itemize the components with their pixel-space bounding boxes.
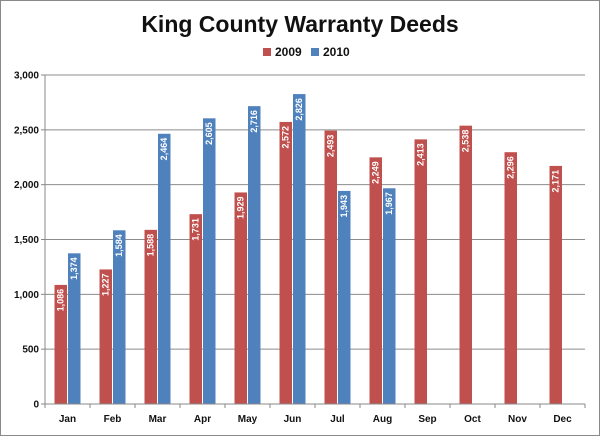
bar-data-label: 1,227 xyxy=(101,273,111,296)
bar-2010-apr xyxy=(203,118,216,405)
y-tick-label: 2,000 xyxy=(14,180,39,191)
bar-data-label: 2,493 xyxy=(326,135,336,158)
axes xyxy=(41,74,586,408)
y-tick-label: 0 xyxy=(33,400,39,411)
bar-2009-sep xyxy=(414,139,427,404)
bar-2009-jan xyxy=(54,284,67,404)
bar-data-label: 2,605 xyxy=(204,122,214,145)
y-tick-label: 2,500 xyxy=(14,125,39,136)
bar-data-label: 2,413 xyxy=(416,143,426,166)
bar-data-label: 1,086 xyxy=(56,289,66,312)
bar-data-label: 2,716 xyxy=(249,110,259,133)
bar-data-label: 2,464 xyxy=(159,138,169,161)
y-axis-tick-labels: 0 500 1,000 1,500 2,000 2,500 3,000 xyxy=(14,71,39,411)
legend-label-2009: 2009 xyxy=(275,45,302,59)
y-tick-label: 1,000 xyxy=(14,290,39,301)
x-tick-label: Feb xyxy=(104,414,122,425)
bar-2010-jan xyxy=(68,253,81,404)
legend-label-2010: 2010 xyxy=(323,45,350,59)
bar-2010-jun xyxy=(293,94,306,404)
bar-2009-apr xyxy=(189,214,202,404)
bar-data-label: 2,296 xyxy=(506,156,516,179)
x-tick-label: Jan xyxy=(59,414,76,425)
gridlines xyxy=(45,74,585,350)
bar-2009-feb xyxy=(99,269,112,404)
legend-swatch-2010 xyxy=(311,48,319,56)
bar-2010-jul xyxy=(338,190,351,404)
y-tick-label: 500 xyxy=(22,345,39,356)
bar-data-label: 2,249 xyxy=(371,161,381,184)
legend: 2009 2010 xyxy=(263,45,350,59)
x-tick-label: Dec xyxy=(553,414,572,425)
x-tick-label: Sep xyxy=(418,414,436,425)
x-tick-label: Apr xyxy=(194,414,211,425)
bar-2010-feb xyxy=(113,230,126,404)
bar-data-label: 1,584 xyxy=(114,234,124,257)
bar-data-label: 1,967 xyxy=(384,192,394,215)
bar-data-label: 1,731 xyxy=(191,218,201,241)
bar-data-label: 1,588 xyxy=(146,234,156,257)
chart-title: King County Warranty Deeds xyxy=(141,11,458,37)
x-axis-tick-labels: Jan Feb Mar Apr May Jun Jul Aug Sep Oct Nov Dec xyxy=(59,414,572,425)
bar-data-label: 1,929 xyxy=(236,196,246,219)
bar-data-label: 2,826 xyxy=(294,98,304,121)
bars xyxy=(54,94,562,405)
x-tick-label: Oct xyxy=(464,414,481,425)
bar-2010-aug xyxy=(383,188,396,404)
bar-2009-nov xyxy=(504,152,517,404)
x-tick-label: Jun xyxy=(284,414,302,425)
bar-2010-mar xyxy=(158,133,171,405)
x-tick-label: May xyxy=(238,414,258,425)
bar-data-label: 1,374 xyxy=(69,257,79,280)
bar-2009-dec xyxy=(549,165,562,404)
x-tick-label: Nov xyxy=(508,414,527,425)
y-tick-label: 1,500 xyxy=(14,235,39,246)
legend-swatch-2009 xyxy=(263,48,271,56)
bar-2009-mar xyxy=(144,229,157,404)
y-tick-label: 3,000 xyxy=(14,71,39,82)
x-tick-label: Mar xyxy=(149,414,167,425)
bar-data-label: 1,943 xyxy=(339,195,349,218)
bar-2009-may xyxy=(234,192,247,404)
bar-data-label: 2,538 xyxy=(461,130,471,153)
bar-data-label: 2,171 xyxy=(551,170,561,193)
bar-2009-jul xyxy=(324,130,337,404)
bar-2009-oct xyxy=(459,125,472,404)
x-tick-label: Jul xyxy=(330,414,345,425)
x-tick-label: Aug xyxy=(373,414,392,425)
bar-2010-may xyxy=(248,106,261,405)
bar-2009-aug xyxy=(369,157,382,404)
bar-2009-jun xyxy=(279,121,292,405)
bar-data-label: 2,572 xyxy=(281,126,291,149)
